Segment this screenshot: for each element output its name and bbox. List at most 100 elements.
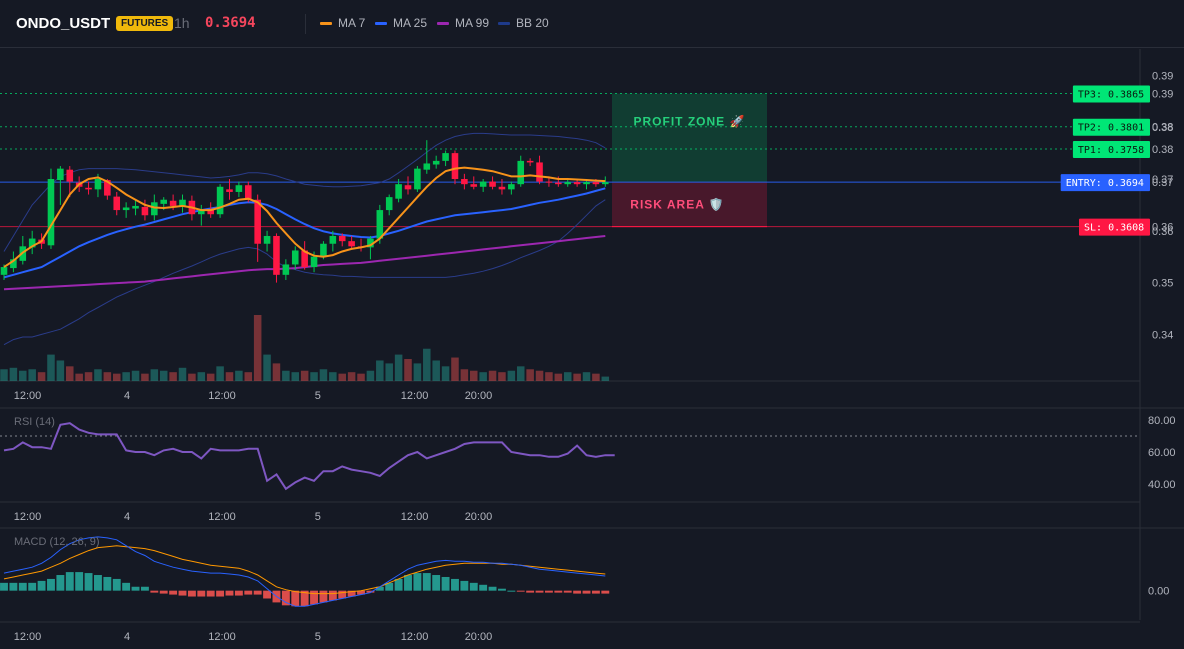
volume-bar <box>441 366 450 381</box>
legend-ma99[interactable]: MA 99 <box>437 16 489 30</box>
macd-histogram-bar <box>28 582 37 591</box>
macd-histogram-bar <box>338 590 347 599</box>
tp1-axis-label: 0.38 <box>1152 144 1173 156</box>
macd-histogram-bar <box>422 573 431 591</box>
macd-histogram-bar <box>206 590 215 597</box>
legend-ma7[interactable]: MA 7 <box>320 16 365 30</box>
macd-histogram-bar <box>300 590 309 607</box>
timeframe-label[interactable]: 1h <box>174 15 190 31</box>
macd-histogram-bar <box>375 586 384 591</box>
macd-histogram-bar <box>94 575 102 591</box>
sl-tag-label: SL: 0.3608 <box>1084 223 1144 234</box>
candle-body <box>395 184 402 199</box>
candle-body <box>160 199 168 204</box>
volume-bar <box>338 373 346 381</box>
candle-body <box>0 267 8 275</box>
macd-histogram-bar <box>140 586 149 591</box>
legend-bb20[interactable]: BB 20 <box>498 16 549 30</box>
price-time-label: 4 <box>124 390 130 402</box>
candle-body <box>498 186 506 190</box>
candle-body <box>94 179 102 190</box>
macd-histogram-bar <box>18 582 27 591</box>
macd-histogram-bar <box>47 578 55 591</box>
macd-histogram-bar <box>37 580 46 591</box>
macd-histogram-bar <box>178 590 187 596</box>
volume-bar <box>498 372 506 381</box>
macd-histogram-bar <box>460 580 469 591</box>
macd-histogram-bar <box>253 590 262 595</box>
macd-histogram-bar <box>526 590 535 593</box>
candle-body <box>451 153 459 180</box>
volume-bar <box>206 373 215 381</box>
rsi-line <box>3 422 615 491</box>
candle-body <box>10 259 17 269</box>
volume-bar <box>112 373 121 381</box>
macd-histogram-bar <box>122 582 131 591</box>
candle-body <box>113 196 121 211</box>
candle-body <box>367 238 374 248</box>
macd-histogram-bar <box>0 582 8 591</box>
rsi-tick-label: 40.00 <box>1148 479 1176 491</box>
candle-body <box>132 205 139 209</box>
tp3-axis-label: 0.39 <box>1152 89 1173 101</box>
volume-bar <box>178 367 187 381</box>
macd-histogram-bar <box>112 578 121 591</box>
volume-bar <box>272 363 281 381</box>
candle-body <box>291 250 299 265</box>
legend-ma99-label: MA 99 <box>455 16 490 30</box>
price-tick-label: 0.36 <box>1152 226 1173 238</box>
volume-bar <box>75 373 83 381</box>
volume-bar <box>47 354 55 381</box>
volume-bar <box>131 370 140 381</box>
candle-body <box>489 181 496 187</box>
candle-body <box>479 181 487 187</box>
ma7-swatch-icon <box>320 21 332 25</box>
macd-histogram-bar <box>328 590 337 601</box>
volume-bar <box>225 372 234 381</box>
macd-histogram-bar <box>159 590 168 594</box>
candle-body <box>169 200 177 206</box>
volume-bar <box>404 359 412 381</box>
price-tick-label: 0.37 <box>1152 174 1173 186</box>
legend-ma25[interactable]: MA 25 <box>375 16 427 30</box>
macd-histogram-bar <box>310 590 318 605</box>
volume-bar <box>66 366 74 381</box>
volume-bar <box>535 370 544 381</box>
macd-histogram-bar <box>544 590 553 593</box>
candle-body <box>273 235 280 275</box>
candle-body <box>414 168 421 190</box>
macd-histogram-bar <box>591 590 600 594</box>
volume-bar <box>282 370 290 381</box>
macd-histogram-bar <box>281 590 290 606</box>
legend-ma7-label: MA 7 <box>338 16 366 30</box>
macd-histogram-bar <box>216 590 225 597</box>
macd-histogram-bar <box>432 575 441 591</box>
volume-bar <box>188 373 196 381</box>
volume-bar <box>545 372 553 381</box>
volume-bar <box>413 363 422 381</box>
price-time-label: 5 <box>315 390 321 402</box>
rsi-time-label: 4 <box>124 511 130 523</box>
volume-bar <box>470 370 478 381</box>
candle-body <box>57 168 64 181</box>
macd-histogram-bar <box>498 588 506 591</box>
candle-body <box>320 243 327 257</box>
volume-bar <box>235 370 243 381</box>
macd-histogram-bar <box>347 590 356 597</box>
volume-bar <box>357 373 365 381</box>
price-tick-label: 0.39 <box>1152 70 1173 82</box>
candle-body <box>179 199 186 206</box>
volume-bar <box>563 372 572 381</box>
legend-ma25-label: MA 25 <box>393 16 428 30</box>
macd-histogram-bar <box>441 576 450 591</box>
macd-histogram-bar <box>469 582 478 591</box>
macd-line <box>3 536 606 607</box>
symbol-name[interactable]: ONDO_USDT <box>16 15 111 32</box>
tp1-tag-label: TP1: 0.3758 <box>1078 145 1144 156</box>
volume-bar <box>423 348 431 381</box>
rsi-title: RSI (14) <box>14 416 55 428</box>
macd-histogram-bar <box>404 575 412 591</box>
volume-bar <box>460 369 469 381</box>
tp2-axis-label: 0.38 <box>1152 122 1173 134</box>
